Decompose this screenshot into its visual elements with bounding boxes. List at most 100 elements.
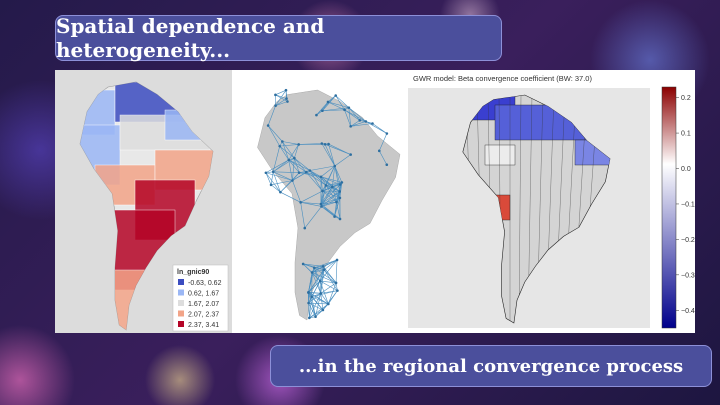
network-node	[321, 109, 324, 113]
network-edge	[267, 105, 276, 126]
network-edge	[267, 125, 283, 142]
network-edge	[314, 267, 337, 284]
legend-label: 1.67, 2.07	[188, 301, 219, 308]
network-edge	[282, 141, 290, 161]
network-edge	[334, 191, 340, 217]
colorbar-label: −0.2	[681, 237, 695, 244]
network-edge	[320, 203, 335, 217]
network-node	[286, 100, 289, 103]
network-edge	[320, 201, 337, 205]
legend-swatch	[178, 310, 184, 317]
network-node	[349, 125, 352, 128]
network-node	[320, 142, 324, 145]
network-edge	[311, 296, 329, 305]
network-edge	[285, 90, 287, 99]
network-edge	[308, 280, 321, 293]
network-node	[264, 171, 268, 175]
network-edge	[308, 302, 329, 305]
network-node	[274, 93, 277, 97]
network-edge	[306, 172, 323, 192]
network-edge	[279, 145, 290, 161]
network-edge	[322, 190, 337, 203]
network-node	[310, 295, 314, 299]
network-node	[319, 202, 323, 206]
network-edge	[344, 109, 366, 122]
network-edge	[299, 172, 322, 178]
network-edge	[328, 282, 337, 305]
network-edge	[334, 197, 341, 217]
network-node	[326, 100, 330, 104]
network-node	[340, 181, 344, 184]
network-edge	[320, 176, 323, 192]
network-edge	[311, 280, 321, 297]
legend-swatch	[178, 279, 184, 285]
network-edge	[275, 94, 287, 99]
network-node	[385, 132, 389, 135]
slide-subtitle: ...in the regional convergence process	[270, 345, 712, 387]
network-edge	[292, 158, 295, 181]
colorbar-label: −0.4	[681, 308, 695, 315]
network-edge	[288, 159, 293, 181]
network-node	[319, 175, 323, 179]
network-edge	[300, 202, 322, 207]
network-edge	[335, 282, 338, 291]
network-edge	[272, 159, 289, 173]
legend-label: -0.63, 0.62	[188, 280, 222, 287]
network-edge	[319, 259, 338, 282]
network-node	[308, 169, 312, 172]
network-node	[303, 226, 307, 230]
network-node	[385, 163, 389, 167]
network-edge	[309, 296, 312, 318]
network-edge	[314, 259, 338, 269]
network-edge	[275, 101, 288, 107]
network-edge	[313, 267, 322, 294]
network-edge	[379, 150, 388, 165]
network-edge	[320, 165, 335, 177]
colorbar-label: −0.3	[681, 272, 695, 279]
network-edge	[294, 157, 300, 173]
network-edge	[272, 146, 281, 172]
network-edge	[275, 98, 287, 106]
network-node	[287, 158, 291, 162]
network-edge	[292, 172, 300, 181]
network-edge	[316, 101, 329, 116]
network-edge	[322, 109, 345, 112]
colorbar	[661, 86, 677, 329]
network-edge	[308, 272, 313, 293]
network-edge	[327, 101, 345, 111]
network-edge	[273, 171, 300, 173]
network-edge	[335, 95, 345, 111]
network-edge	[320, 186, 333, 205]
network-node	[338, 190, 341, 193]
network-edge	[320, 293, 324, 311]
network-node	[321, 189, 324, 193]
network-edge	[320, 176, 327, 186]
network-node	[364, 120, 368, 123]
network-node	[319, 292, 323, 295]
network-node	[349, 153, 352, 156]
network-edge	[279, 145, 295, 159]
network-edge	[282, 141, 299, 145]
network-edge	[275, 90, 287, 106]
network-edge	[319, 281, 322, 294]
network-node	[358, 119, 362, 122]
network-node	[269, 183, 273, 187]
network-edge	[334, 154, 351, 167]
network-edge	[365, 121, 388, 134]
network-edge	[270, 171, 274, 185]
network-node	[323, 142, 327, 146]
network-edge	[320, 280, 337, 284]
network-node	[284, 88, 288, 92]
network-edge	[322, 190, 341, 199]
network-node	[291, 179, 294, 182]
network-node	[327, 142, 330, 146]
network-edge	[321, 201, 337, 207]
network-node	[307, 291, 310, 294]
network-edge	[319, 266, 324, 282]
network-edge	[350, 123, 373, 127]
network-edge	[294, 157, 307, 173]
network-edge	[308, 292, 310, 318]
network-edge	[275, 94, 288, 102]
network-edge	[320, 293, 329, 305]
network-edge	[320, 176, 333, 188]
